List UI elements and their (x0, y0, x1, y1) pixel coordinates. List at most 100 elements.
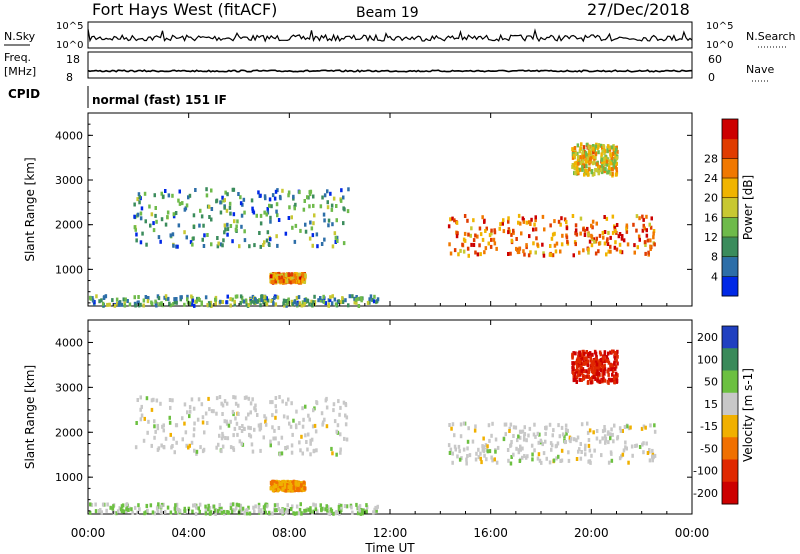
velocity-cell (584, 374, 587, 379)
velocity-cell (598, 358, 601, 363)
velocity-cell (274, 484, 278, 488)
velocity-cell (591, 369, 595, 374)
power-cell (470, 226, 473, 231)
power-cell (605, 252, 608, 257)
power-cell (512, 230, 515, 235)
power-cell (202, 223, 205, 228)
power-cell (368, 297, 371, 302)
velocity-cell (168, 398, 172, 402)
power-cell (328, 297, 332, 302)
power-cell (342, 206, 345, 211)
velocity-cell (597, 365, 600, 370)
velocity-cell (651, 458, 654, 463)
velocity-cell (263, 507, 266, 512)
velocity-cell (493, 457, 496, 462)
power-cell (309, 220, 312, 225)
power-cell (259, 303, 262, 308)
velocity-cell (264, 510, 268, 515)
power-cell (189, 240, 193, 245)
velocity-cell (208, 407, 211, 412)
velocity-cell (212, 409, 215, 414)
power-cell (652, 231, 655, 236)
velocity-cell (585, 369, 588, 374)
velocity-cell (301, 451, 304, 456)
power-cell (198, 223, 201, 228)
power-cell (291, 276, 294, 281)
velocity-cell (109, 505, 112, 510)
velocity-cell (195, 449, 199, 454)
velocity-cell (448, 423, 451, 427)
power-feature (269, 271, 307, 285)
power-colorbar-swatch (722, 119, 738, 140)
power-cell (585, 153, 588, 158)
velocity-cell (614, 366, 617, 371)
velocity-cell (140, 413, 144, 418)
velocity-cell (220, 506, 223, 511)
power-cell (191, 242, 194, 247)
velocity-cell (249, 410, 252, 415)
velocity-cell (510, 455, 513, 459)
power-cell (575, 232, 579, 237)
velocity-cell (139, 417, 143, 422)
velocity-cell (343, 436, 346, 441)
power-cell (604, 156, 608, 161)
velocity-cell (523, 432, 527, 436)
power-cell (648, 222, 651, 227)
velocity-cell (101, 502, 105, 507)
power-cell (501, 221, 504, 226)
velocity-cell (247, 425, 250, 430)
velocity-cell (604, 439, 607, 444)
power-cell (534, 218, 537, 223)
velocity-cell (157, 502, 160, 507)
power-cell (122, 297, 125, 302)
velocity-cell (479, 451, 482, 456)
power-cell (144, 219, 147, 224)
velocity-feature (269, 479, 307, 493)
power-cell (239, 195, 242, 200)
noise-left-label: N.Sky (4, 30, 36, 43)
velocity-cell (178, 508, 182, 513)
velocity-cell (143, 511, 146, 516)
velocity-cell (557, 423, 560, 428)
velocity-cell (615, 358, 618, 363)
velocity-cell (538, 458, 542, 463)
power-cell (153, 193, 156, 198)
velocity-cell (139, 407, 142, 412)
power-cell (190, 294, 193, 299)
power-cell (331, 222, 334, 227)
power-cell (273, 296, 276, 301)
velocity-cell (576, 435, 580, 440)
velocity-cell (164, 436, 168, 441)
power-cell (587, 145, 590, 150)
power-cell (323, 218, 326, 223)
power-cell (472, 238, 476, 243)
power-cell (529, 222, 532, 226)
velocity-cell (238, 426, 241, 430)
power-cell (595, 236, 598, 241)
power-colorbar-swatch (722, 276, 738, 297)
power-cell (242, 299, 246, 304)
velocity-cell (250, 442, 254, 447)
power-cell (548, 252, 552, 257)
power-cell (490, 237, 493, 242)
velocity-cell (356, 511, 360, 516)
velocity-cell (486, 444, 489, 449)
velocity-cell (90, 502, 94, 507)
power-cell (589, 156, 593, 161)
power-cell (164, 189, 167, 193)
power-cell (177, 223, 181, 228)
velocity-cell (616, 354, 619, 359)
velocity-cell (308, 417, 311, 422)
velocity-cell (603, 352, 606, 357)
velocity-cell (603, 378, 607, 383)
velocity-cell (572, 374, 575, 379)
power-cell (457, 252, 460, 257)
power-cell (576, 151, 579, 156)
power-cell (278, 194, 282, 199)
velocity-cell (309, 452, 312, 457)
power-cell (462, 249, 466, 254)
power-cell (527, 253, 531, 258)
power-cell (649, 238, 652, 243)
velocity-cell (519, 444, 522, 449)
